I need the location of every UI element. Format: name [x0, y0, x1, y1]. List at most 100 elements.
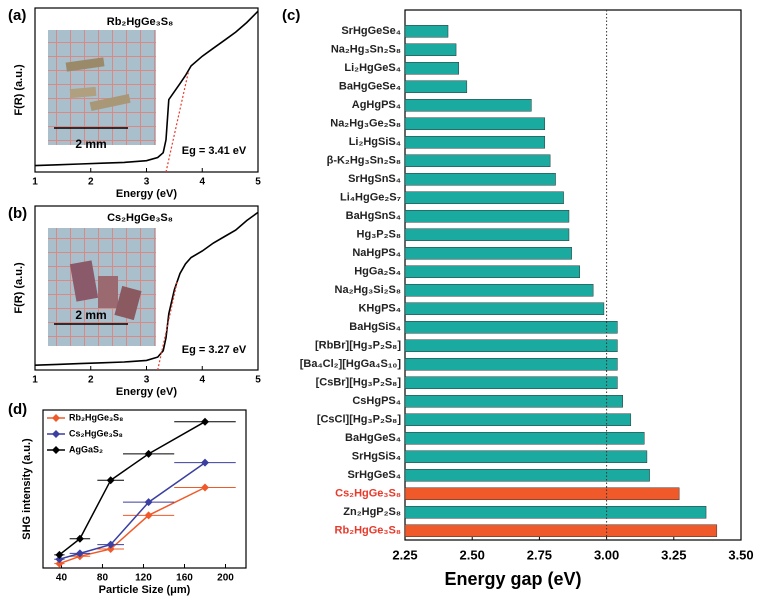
bar — [405, 284, 593, 296]
series-line — [59, 463, 205, 560]
x-tick-label: 1 — [32, 177, 38, 188]
category-label: Cs₂HgGe₃S₈ — [335, 488, 401, 500]
category-label: Li₂HgSiS₄ — [349, 136, 401, 148]
category-label: SrHgSnS₄ — [348, 173, 401, 185]
bar — [405, 192, 564, 204]
category-label: [RbBr][Hg₃P₂S₈] — [315, 340, 401, 352]
bar — [405, 229, 569, 241]
category-label: SrHgGeS₄ — [347, 469, 401, 481]
x-tick-label: 3 — [144, 177, 150, 188]
legend-marker — [52, 414, 60, 422]
panel-label: (a) — [8, 7, 26, 24]
panel-label: (d) — [8, 401, 27, 418]
x-tick-label: 2.50 — [460, 547, 485, 562]
category-label: [CsBr][Hg₃P₂S₈] — [316, 377, 402, 389]
annotation: Eg = 3.27 eV — [182, 344, 247, 356]
category-label: Na₂Hg₃Ge₂S₈ — [330, 118, 401, 130]
category-label: SrHgGeSe₄ — [341, 25, 401, 37]
category-label: HgGa₂S₄ — [354, 266, 401, 278]
bar — [405, 62, 459, 74]
category-label: BaHgGeSe₄ — [339, 81, 401, 93]
bar — [405, 377, 617, 389]
panel-label: (b) — [8, 205, 27, 222]
bar — [405, 303, 604, 315]
bar — [405, 525, 717, 537]
bar — [405, 25, 448, 37]
legend-marker — [52, 446, 60, 454]
bar — [405, 340, 617, 352]
point-marker — [201, 418, 209, 426]
bar — [405, 210, 569, 222]
category-label: Zn₂HgP₂S₈ — [343, 506, 401, 518]
bar — [405, 173, 556, 185]
scale-label: 2 mm — [75, 137, 106, 151]
scale-label: 2 mm — [75, 308, 106, 322]
x-tick-label: 5 — [255, 375, 261, 386]
bar — [405, 136, 545, 148]
bar — [405, 44, 456, 56]
x-tick-label: 80 — [97, 573, 109, 584]
legend-label: Rb₂HgGe₃S₈ — [69, 412, 123, 422]
bar — [405, 266, 580, 278]
x-axis-label: Particle Size (μm) — [99, 584, 191, 596]
category-label: NaHgPS₄ — [352, 247, 401, 259]
bar — [405, 395, 623, 407]
category-label: Rb₂HgGe₃S₈ — [335, 525, 401, 537]
y-axis-label: SHG intensity (a.u.) — [21, 438, 33, 540]
category-label: Li₂HgGeS₄ — [344, 62, 401, 74]
bar — [405, 506, 706, 518]
x-tick-label: 2.25 — [392, 547, 417, 562]
category-label: Na₂Hg₃Sn₂S₈ — [331, 44, 401, 56]
category-label: BaHgSnS₄ — [346, 210, 401, 222]
panel-label: (c) — [282, 7, 300, 24]
annotation: Eg = 3.41 eV — [182, 145, 247, 157]
bar — [405, 247, 572, 259]
photo-b — [48, 228, 156, 346]
point-marker — [201, 484, 209, 492]
category-label: BaHgGeS₄ — [345, 432, 401, 444]
x-axis-label: Energy (eV) — [116, 188, 177, 200]
x-tick-label: 2.75 — [527, 547, 552, 562]
chart-title: Rb₂HgGe₃S₈ — [107, 16, 173, 28]
x-tick-label: 1 — [32, 375, 38, 386]
category-label: SrHgSiS₄ — [352, 451, 401, 463]
x-tick-label: 120 — [135, 573, 152, 584]
bar — [405, 451, 647, 463]
x-tick-label: 40 — [56, 573, 68, 584]
x-tick-label: 3 — [144, 375, 150, 386]
category-label: β-K₂Hg₃Sn₂S₈ — [327, 155, 401, 167]
x-tick-label: 5 — [255, 177, 261, 188]
figure: (a) Rb₂HgGe₃S₈ 1 2 3 4 5 Energy (eV) F(R) (a.u.)… — [0, 0, 763, 596]
category-label: [Ba₄Cl₂][HgGa₄S₁₀] — [300, 358, 402, 370]
bar — [405, 358, 617, 370]
category-label: Hg₃P₂S₈ — [357, 229, 401, 241]
x-tick-label: 3.00 — [594, 547, 619, 562]
bar — [405, 81, 467, 93]
y-axis-label: F(R) (a.u.) — [13, 64, 25, 116]
legend-label: AgGaS₂ — [69, 444, 103, 454]
bar — [405, 488, 679, 500]
category-label: [CsCl][Hg₃P₂S₈] — [317, 414, 402, 426]
x-tick-label: 2 — [88, 375, 94, 386]
legend-label: Cs₂HgGe₃S₈ — [69, 428, 123, 438]
tangent-line — [158, 282, 178, 370]
x-axis-label: Energy (eV) — [116, 386, 177, 398]
x-tick-label: 160 — [176, 573, 193, 584]
bar — [405, 432, 644, 444]
bar — [405, 99, 531, 111]
bar — [405, 469, 650, 481]
bar — [405, 414, 631, 426]
x-tick-label: 3.25 — [661, 547, 686, 562]
y-axis-label: F(R) (a.u.) — [13, 262, 25, 314]
category-label: Li₄HgGe₂S₇ — [340, 192, 401, 204]
x-axis-label: Energy gap (eV) — [444, 569, 581, 589]
category-label: CsHgPS₄ — [352, 395, 401, 407]
x-tick-label: 4 — [199, 177, 205, 188]
x-tick-label: 200 — [217, 573, 234, 584]
bar — [405, 321, 617, 333]
bar — [405, 155, 550, 167]
chart-title: Cs₂HgGe₃S₈ — [107, 212, 173, 224]
x-tick-label: 3.50 — [728, 547, 753, 562]
x-tick-label: 4 — [199, 375, 205, 386]
x-tick-label: 2 — [88, 177, 94, 188]
